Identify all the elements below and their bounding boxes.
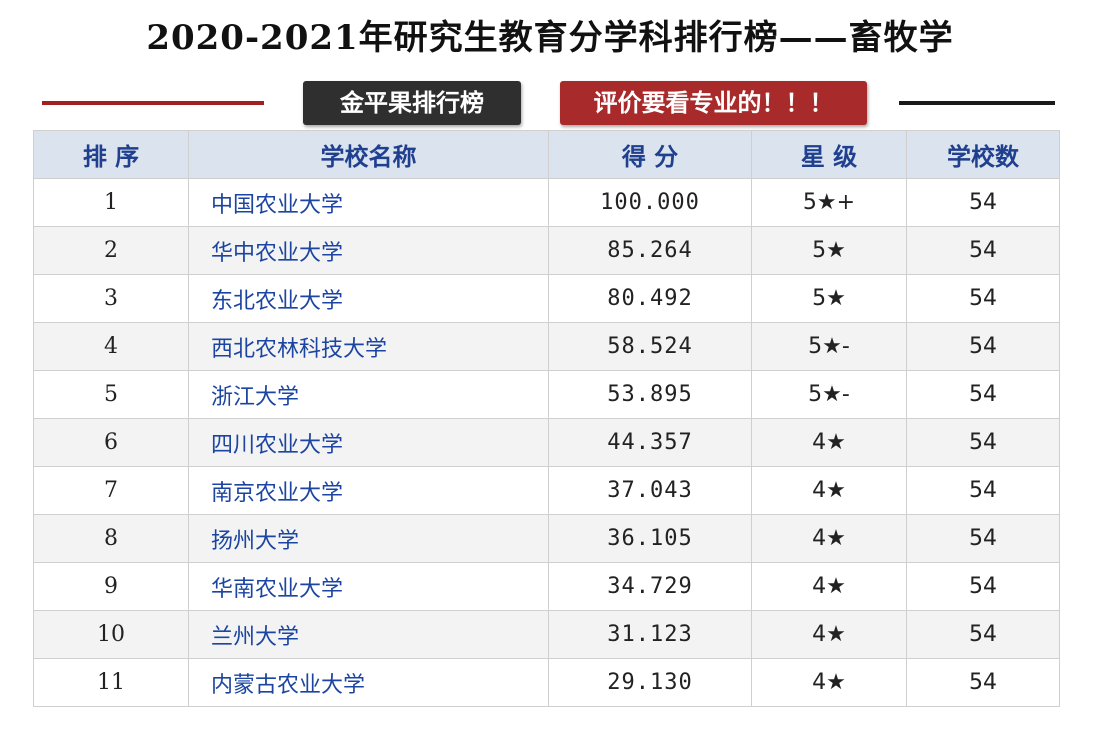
score-cell: 58.524 <box>548 322 752 371</box>
table-row: 5 浙江大学 53.895 5★- 54 <box>33 370 1060 419</box>
table-row: 4 西北农林科技大学 58.524 5★- 54 <box>33 322 1060 371</box>
school-link[interactable]: 西北农林科技大学 <box>188 322 549 371</box>
school-count-cell: 54 <box>906 226 1060 275</box>
star-level-cell: 5★ <box>751 274 907 323</box>
school-count-cell: 54 <box>906 514 1060 563</box>
school-count-cell: 54 <box>906 610 1060 659</box>
decorative-dark-line <box>899 101 1055 105</box>
rank-cell: 10 <box>33 610 189 659</box>
rank-cell: 5 <box>33 370 189 419</box>
column-header-count: 学校数 <box>906 130 1060 179</box>
school-count-cell: 54 <box>906 418 1060 467</box>
score-cell: 100.000 <box>548 178 752 227</box>
school-count-cell: 54 <box>906 370 1060 419</box>
school-link[interactable]: 中国农业大学 <box>188 178 549 227</box>
school-count-cell: 54 <box>906 562 1060 611</box>
column-header-school: 学校名称 <box>188 130 549 179</box>
table-row: 1 中国农业大学 100.000 5★+ 54 <box>33 178 1060 227</box>
rank-cell: 4 <box>33 322 189 371</box>
star-level-cell: 4★ <box>751 418 907 467</box>
school-link[interactable]: 华中农业大学 <box>188 226 549 275</box>
table-row: 9 华南农业大学 34.729 4★ 54 <box>33 562 1060 611</box>
slogan-badge: 评价要看专业的！！！ <box>560 81 867 125</box>
column-header-score: 得 分 <box>548 130 752 179</box>
page-title: 2020-2021年研究生教育分学科排行榜——畜牧学 <box>146 18 954 58</box>
score-cell: 53.895 <box>548 370 752 419</box>
school-link[interactable]: 扬州大学 <box>188 514 549 563</box>
school-link[interactable]: 四川农业大学 <box>188 418 549 467</box>
star-level-cell: 5★+ <box>751 178 907 227</box>
ranking-source-badge: 金平果排行榜 <box>303 81 521 125</box>
star-level-cell: 4★ <box>751 658 907 707</box>
school-link[interactable]: 兰州大学 <box>188 610 549 659</box>
score-cell: 31.123 <box>548 610 752 659</box>
star-level-cell: 5★- <box>751 370 907 419</box>
score-cell: 37.043 <box>548 466 752 515</box>
ranking-table: 排 序 学校名称 得 分 星 级 学校数 1 中国农业大学 100.000 5★… <box>33 130 1060 707</box>
rank-cell: 8 <box>33 514 189 563</box>
star-level-cell: 5★- <box>751 322 907 371</box>
column-header-rank: 排 序 <box>33 130 189 179</box>
school-count-cell: 54 <box>906 322 1060 371</box>
column-header-stars: 星 级 <box>751 130 907 179</box>
table-row: 6 四川农业大学 44.357 4★ 54 <box>33 418 1060 467</box>
rank-cell: 11 <box>33 658 189 707</box>
star-level-cell: 4★ <box>751 610 907 659</box>
table-row: 3 东北农业大学 80.492 5★ 54 <box>33 274 1060 323</box>
rank-cell: 7 <box>33 466 189 515</box>
school-link[interactable]: 浙江大学 <box>188 370 549 419</box>
school-count-cell: 54 <box>906 178 1060 227</box>
star-level-cell: 4★ <box>751 562 907 611</box>
school-link[interactable]: 内蒙古农业大学 <box>188 658 549 707</box>
rank-cell: 1 <box>33 178 189 227</box>
score-cell: 44.357 <box>548 418 752 467</box>
score-cell: 34.729 <box>548 562 752 611</box>
score-cell: 85.264 <box>548 226 752 275</box>
rank-cell: 9 <box>33 562 189 611</box>
table-row: 7 南京农业大学 37.043 4★ 54 <box>33 466 1060 515</box>
star-level-cell: 5★ <box>751 226 907 275</box>
star-level-cell: 4★ <box>751 514 907 563</box>
school-link[interactable]: 东北农业大学 <box>188 274 549 323</box>
table-row: 2 华中农业大学 85.264 5★ 54 <box>33 226 1060 275</box>
school-count-cell: 54 <box>906 466 1060 515</box>
score-cell: 29.130 <box>548 658 752 707</box>
star-level-cell: 4★ <box>751 466 907 515</box>
score-cell: 80.492 <box>548 274 752 323</box>
table-row: 8 扬州大学 36.105 4★ 54 <box>33 514 1060 563</box>
table-header-row: 排 序 学校名称 得 分 星 级 学校数 <box>33 130 1060 179</box>
school-link[interactable]: 南京农业大学 <box>188 466 549 515</box>
table-row: 10 兰州大学 31.123 4★ 54 <box>33 610 1060 659</box>
table-row: 11 内蒙古农业大学 29.130 4★ 54 <box>33 658 1060 707</box>
score-cell: 36.105 <box>548 514 752 563</box>
school-count-cell: 54 <box>906 658 1060 707</box>
rank-cell: 3 <box>33 274 189 323</box>
decorative-red-line <box>42 101 264 105</box>
rank-cell: 6 <box>33 418 189 467</box>
school-link[interactable]: 华南农业大学 <box>188 562 549 611</box>
school-count-cell: 54 <box>906 274 1060 323</box>
rank-cell: 2 <box>33 226 189 275</box>
